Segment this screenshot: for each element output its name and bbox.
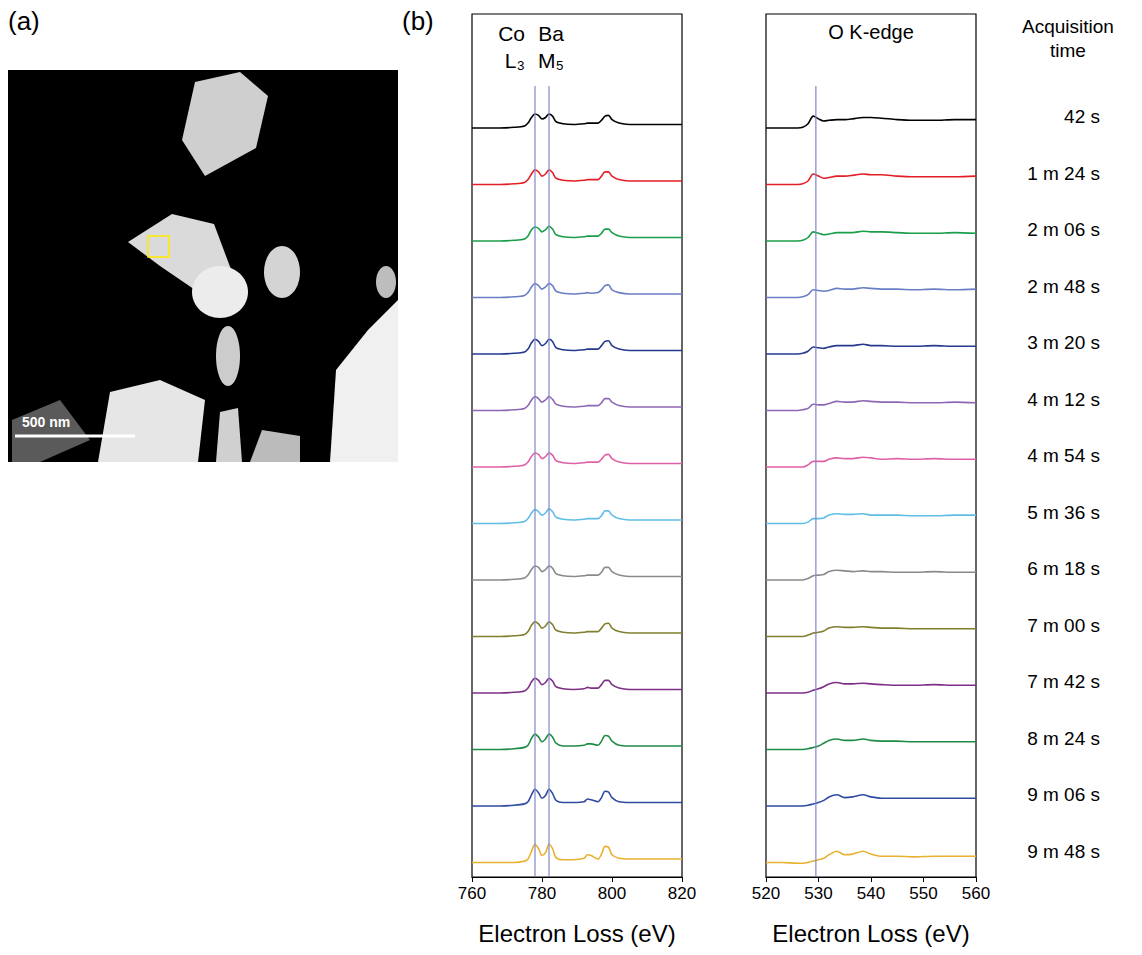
svg-text:42 s: 42 s [1064, 106, 1100, 127]
svg-text:Co: Co [498, 22, 525, 45]
svg-text:5 m 36 s: 5 m 36 s [1027, 502, 1100, 523]
svg-text:800: 800 [598, 884, 626, 903]
svg-text:530: 530 [804, 884, 832, 903]
svg-text:Ba: Ba [538, 22, 564, 45]
svg-text:Acquisition: Acquisition [1022, 16, 1114, 37]
svg-text:500 nm: 500 nm [22, 414, 70, 430]
svg-text:7 m 42 s: 7 m 42 s [1027, 671, 1100, 692]
svg-text:6 m 18 s: 6 m 18 s [1027, 558, 1100, 579]
svg-text:O K-edge: O K-edge [828, 21, 914, 43]
svg-text:(a): (a) [8, 6, 40, 36]
svg-text:L₃: L₃ [505, 49, 525, 72]
svg-text:520: 520 [752, 884, 780, 903]
svg-text:time: time [1050, 40, 1086, 61]
svg-text:Electron Loss (eV): Electron Loss (eV) [478, 920, 675, 947]
svg-text:4 m 12 s: 4 m 12 s [1027, 389, 1100, 410]
svg-text:2 m 06 s: 2 m 06 s [1027, 219, 1100, 240]
svg-text:9 m 06 s: 9 m 06 s [1027, 784, 1100, 805]
svg-text:820: 820 [668, 884, 696, 903]
svg-text:8 m 24 s: 8 m 24 s [1027, 728, 1100, 749]
svg-text:550: 550 [909, 884, 937, 903]
svg-text:1 m 24 s: 1 m 24 s [1027, 163, 1100, 184]
svg-text:2 m 48 s: 2 m 48 s [1027, 276, 1100, 297]
svg-text:4 m 54 s: 4 m 54 s [1027, 445, 1100, 466]
svg-text:760: 760 [458, 884, 486, 903]
svg-text:(b): (b) [402, 6, 434, 36]
svg-text:7 m 00 s: 7 m 00 s [1027, 615, 1100, 636]
svg-text:3 m 20 s: 3 m 20 s [1027, 332, 1100, 353]
svg-text:560: 560 [962, 884, 990, 903]
svg-text:540: 540 [857, 884, 885, 903]
svg-text:M₅: M₅ [538, 49, 564, 72]
svg-text:780: 780 [528, 884, 556, 903]
svg-text:9 m 48 s: 9 m 48 s [1027, 841, 1100, 862]
svg-text:Electron Loss (eV): Electron Loss (eV) [772, 920, 969, 947]
